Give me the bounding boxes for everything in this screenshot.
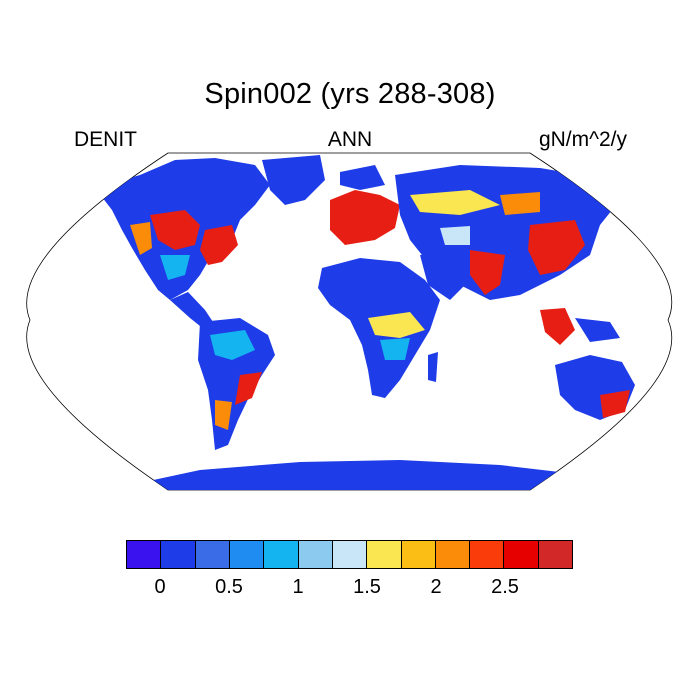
legend-swatch <box>161 541 196 568</box>
europe <box>330 190 400 245</box>
legend-tick-label: 1 <box>292 576 304 598</box>
legend-swatch <box>538 541 573 568</box>
legend-swatch <box>264 541 299 568</box>
legend-tick-label: 0 <box>154 576 166 598</box>
legend-swatch <box>401 541 436 568</box>
greenland <box>262 155 325 205</box>
legend-swatch <box>298 541 333 568</box>
legend-swatch <box>435 541 471 568</box>
legend-tick-label: 2.5 <box>491 576 519 598</box>
color-legend-bar <box>126 540 573 569</box>
season-label: ANN <box>327 128 373 151</box>
legend-tick-label: 2 <box>430 576 442 598</box>
legend-swatch <box>195 541 230 568</box>
legend-swatch <box>504 541 539 568</box>
legend-swatch <box>470 541 505 568</box>
legend-tick-label: 0.5 <box>215 576 243 598</box>
variable-label: DENIT <box>74 128 137 151</box>
legend-swatch <box>229 541 265 568</box>
legend-swatch <box>367 541 402 568</box>
plot-title: Spin002 (yrs 288-308) <box>204 78 496 110</box>
legend-tick-label: 1.5 <box>353 576 381 598</box>
legend-swatch <box>332 541 368 568</box>
units-label: gN/m^2/y <box>538 128 627 151</box>
legend-swatch <box>127 541 162 568</box>
antarctica <box>100 460 620 490</box>
